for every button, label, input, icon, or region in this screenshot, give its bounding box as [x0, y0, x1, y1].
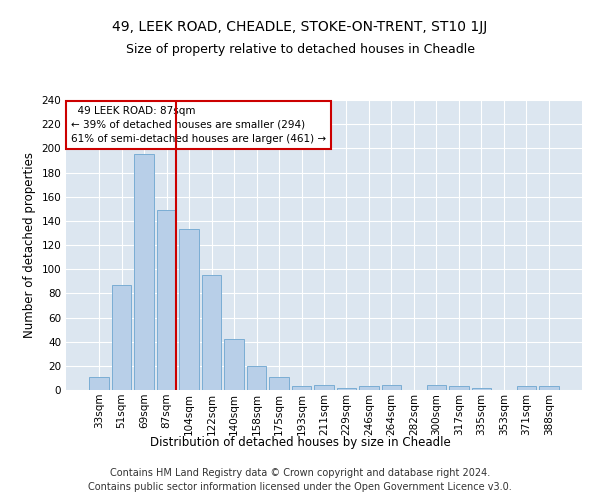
Bar: [337, 388, 356, 390]
Bar: [292, 386, 311, 390]
Text: Contains HM Land Registry data © Crown copyright and database right 2024.: Contains HM Land Registry data © Crown c…: [110, 468, 490, 477]
Bar: [314, 385, 334, 390]
Bar: [89, 376, 109, 390]
Text: 49 LEEK ROAD: 87sqm
← 39% of detached houses are smaller (294)
61% of semi-detac: 49 LEEK ROAD: 87sqm ← 39% of detached ho…: [71, 106, 326, 144]
Bar: [517, 386, 536, 390]
Bar: [134, 154, 154, 390]
Text: Distribution of detached houses by size in Cheadle: Distribution of detached houses by size …: [149, 436, 451, 449]
Text: Size of property relative to detached houses in Cheadle: Size of property relative to detached ho…: [125, 42, 475, 56]
Text: Contains public sector information licensed under the Open Government Licence v3: Contains public sector information licen…: [88, 482, 512, 492]
Bar: [112, 285, 131, 390]
Bar: [382, 385, 401, 390]
Bar: [472, 388, 491, 390]
Bar: [269, 376, 289, 390]
Bar: [449, 386, 469, 390]
Bar: [359, 386, 379, 390]
Y-axis label: Number of detached properties: Number of detached properties: [23, 152, 36, 338]
Bar: [179, 230, 199, 390]
Text: 49, LEEK ROAD, CHEADLE, STOKE-ON-TRENT, ST10 1JJ: 49, LEEK ROAD, CHEADLE, STOKE-ON-TRENT, …: [112, 20, 488, 34]
Bar: [539, 386, 559, 390]
Bar: [247, 366, 266, 390]
Bar: [427, 385, 446, 390]
Bar: [202, 275, 221, 390]
Bar: [157, 210, 176, 390]
Bar: [224, 339, 244, 390]
